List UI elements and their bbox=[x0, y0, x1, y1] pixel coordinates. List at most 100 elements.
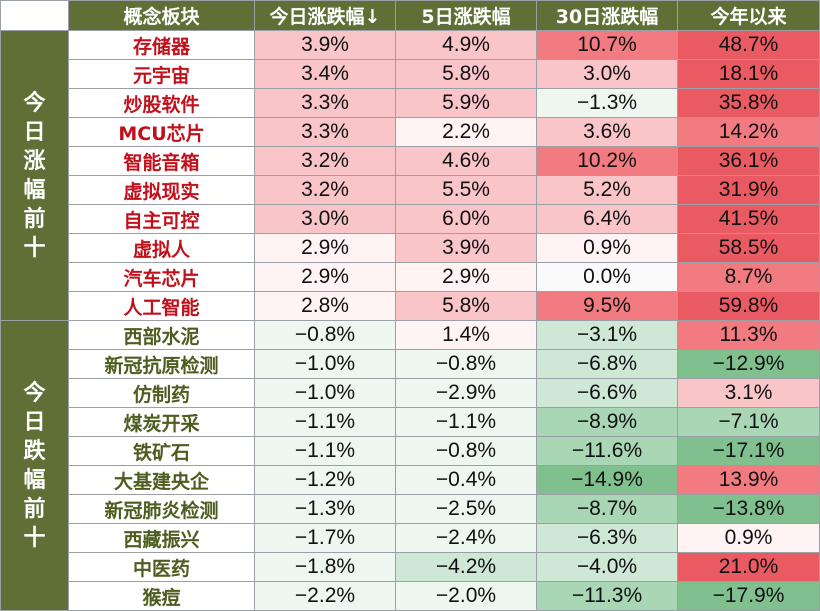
table-row[interactable]: 汽车芯片 2.9% 2.9% 0.0% 8.7% bbox=[1, 262, 820, 292]
ytd-change-cell: 18.1% bbox=[677, 59, 820, 89]
thirty-day-change-cell: −11.3% bbox=[536, 581, 678, 611]
thirty-day-change-cell: 3.0% bbox=[536, 59, 678, 89]
table-row[interactable]: 虚拟人 2.9% 3.9% 0.9% 58.5% bbox=[1, 233, 820, 263]
table-row[interactable]: 炒股软件 3.3% 5.9% −1.3% 35.8% bbox=[1, 88, 820, 118]
sector-name-cell[interactable]: 汽车芯片 bbox=[68, 262, 255, 292]
ytd-change-cell: 0.9% bbox=[677, 523, 820, 553]
header-corner bbox=[0, 0, 69, 31]
ytd-change-cell: 11.3% bbox=[677, 320, 820, 350]
five-day-change-cell: −0.8% bbox=[395, 436, 537, 466]
group-label-top-losers: 今日跌幅前十 bbox=[0, 320, 69, 611]
five-day-change-cell: 1.4% bbox=[395, 320, 537, 350]
five-day-change-cell: 5.5% bbox=[395, 175, 537, 205]
sector-name-cell[interactable]: 炒股软件 bbox=[68, 88, 255, 118]
thirty-day-change-cell: −8.9% bbox=[536, 407, 678, 437]
sector-name-cell[interactable]: 存储器 bbox=[68, 30, 255, 60]
ytd-change-cell: 8.7% bbox=[677, 262, 820, 292]
today-change-cell: −0.8% bbox=[254, 320, 396, 350]
sector-name-cell[interactable]: 西藏振兴 bbox=[68, 523, 255, 553]
table-row[interactable]: 西藏振兴 −1.7% −2.4% −6.3% 0.9% bbox=[1, 523, 820, 553]
table-row[interactable]: 仿制药 −1.0% −2.9% −6.6% 3.1% bbox=[1, 378, 820, 408]
ytd-change-cell: 3.1% bbox=[677, 378, 820, 408]
five-day-change-cell: 4.9% bbox=[395, 30, 537, 60]
ytd-change-cell: −7.1% bbox=[677, 407, 820, 437]
table-row[interactable]: 新冠肺炎检测 −1.3% −2.5% −8.7% −13.8% bbox=[1, 494, 820, 524]
table-row[interactable]: 元宇宙 3.4% 5.8% 3.0% 18.1% bbox=[1, 59, 820, 89]
header-sector[interactable]: 概念板块 bbox=[68, 0, 255, 31]
header-ytd-change[interactable]: 今年以来 bbox=[677, 0, 820, 31]
table-row[interactable]: 猴痘 −2.2% −2.0% −11.3% −17.9% bbox=[1, 581, 820, 611]
five-day-change-cell: −0.4% bbox=[395, 465, 537, 495]
ytd-change-cell: −13.8% bbox=[677, 494, 820, 524]
table-body: 今日涨幅前十存储器 3.9% 4.9% 10.7% 48.7% 元宇宙 3.4% 5.8% 3.… bbox=[0, 30, 820, 611]
sector-name-cell[interactable]: 智能音箱 bbox=[68, 146, 255, 176]
sector-name-cell[interactable]: 中医药 bbox=[68, 552, 255, 582]
thirty-day-change-cell: 6.4% bbox=[536, 204, 678, 234]
thirty-day-change-cell: 0.9% bbox=[536, 233, 678, 263]
table-row[interactable]: 煤炭开采 −1.1% −1.1% −8.9% −7.1% bbox=[1, 407, 820, 437]
sector-name-cell[interactable]: 猴痘 bbox=[68, 581, 255, 611]
header-today-change[interactable]: 今日涨跌幅↓ bbox=[254, 0, 396, 31]
thirty-day-change-cell: 10.2% bbox=[536, 146, 678, 176]
today-change-cell: 2.9% bbox=[254, 262, 396, 292]
today-change-cell: −1.2% bbox=[254, 465, 396, 495]
five-day-change-cell: −2.9% bbox=[395, 378, 537, 408]
five-day-change-cell: 5.8% bbox=[395, 59, 537, 89]
table-row[interactable]: 中医药 −1.8% −4.2% −4.0% 21.0% bbox=[1, 552, 820, 582]
today-change-cell: 3.4% bbox=[254, 59, 396, 89]
thirty-day-change-cell: −3.1% bbox=[536, 320, 678, 350]
sector-name-cell[interactable]: 铁矿石 bbox=[68, 436, 255, 466]
sector-name-cell[interactable]: 自主可控 bbox=[68, 204, 255, 234]
table-row[interactable]: 智能音箱 3.2% 4.6% 10.2% 36.1% bbox=[1, 146, 820, 176]
today-change-cell: 3.3% bbox=[254, 117, 396, 147]
thirty-day-change-cell: −6.8% bbox=[536, 349, 678, 379]
table-row[interactable]: 自主可控 3.0% 6.0% 6.4% 41.5% bbox=[1, 204, 820, 234]
today-change-cell: 3.2% bbox=[254, 175, 396, 205]
table-row[interactable]: 今日跌幅前十西部水泥 −0.8% 1.4% −3.1% 11.3% bbox=[0, 320, 820, 611]
five-day-change-cell: −2.4% bbox=[395, 523, 537, 553]
ytd-change-cell: 48.7% bbox=[677, 30, 820, 60]
sector-name-cell[interactable]: 西部水泥 bbox=[68, 320, 255, 350]
sector-name-cell[interactable]: 大基建央企 bbox=[68, 465, 255, 495]
five-day-change-cell: 4.6% bbox=[395, 146, 537, 176]
five-day-change-cell: −1.1% bbox=[395, 407, 537, 437]
table-row[interactable]: 虚拟现实 3.2% 5.5% 5.2% 31.9% bbox=[1, 175, 820, 205]
thirty-day-change-cell: 5.2% bbox=[536, 175, 678, 205]
header-5day-change[interactable]: 5日涨跌幅 bbox=[395, 0, 537, 31]
thirty-day-change-cell: −1.3% bbox=[536, 88, 678, 118]
table-row[interactable]: 人工智能 2.8% 5.8% 9.5% 59.8% bbox=[1, 291, 820, 321]
sector-name-cell[interactable]: MCU芯片 bbox=[68, 117, 255, 147]
group-label-top-gainers: 今日涨幅前十 bbox=[0, 30, 69, 321]
ytd-change-cell: −17.1% bbox=[677, 436, 820, 466]
sector-name-cell[interactable]: 仿制药 bbox=[68, 378, 255, 408]
sector-name-cell[interactable]: 元宇宙 bbox=[68, 59, 255, 89]
today-change-cell: −1.0% bbox=[254, 349, 396, 379]
table-row[interactable]: 大基建央企 −1.2% −0.4% −14.9% 13.9% bbox=[1, 465, 820, 495]
sector-name-cell[interactable]: 新冠肺炎检测 bbox=[68, 494, 255, 524]
today-change-cell: 2.8% bbox=[254, 291, 396, 321]
table-row[interactable]: MCU芯片 3.3% 2.2% 3.6% 14.2% bbox=[1, 117, 820, 147]
table-row[interactable]: 新冠抗原检测 −1.0% −0.8% −6.8% −12.9% bbox=[1, 349, 820, 379]
today-change-cell: −1.1% bbox=[254, 407, 396, 437]
sector-name-cell[interactable]: 煤炭开采 bbox=[68, 407, 255, 437]
five-day-change-cell: 2.9% bbox=[395, 262, 537, 292]
ytd-change-cell: 31.9% bbox=[677, 175, 820, 205]
ytd-change-cell: 59.8% bbox=[677, 291, 820, 321]
today-change-cell: −1.0% bbox=[254, 378, 396, 408]
sector-name-cell[interactable]: 虚拟人 bbox=[68, 233, 255, 263]
header-30day-change[interactable]: 30日涨跌幅 bbox=[536, 0, 678, 31]
five-day-change-cell: −2.5% bbox=[395, 494, 537, 524]
table-row[interactable]: 今日涨幅前十存储器 3.9% 4.9% 10.7% 48.7% bbox=[0, 30, 820, 321]
sector-name-cell[interactable]: 虚拟现实 bbox=[68, 175, 255, 205]
ytd-change-cell: 58.5% bbox=[677, 233, 820, 263]
sector-name-cell[interactable]: 人工智能 bbox=[68, 291, 255, 321]
ytd-change-cell: −17.9% bbox=[677, 581, 820, 611]
five-day-change-cell: −4.2% bbox=[395, 552, 537, 582]
today-change-cell: −1.1% bbox=[254, 436, 396, 466]
thirty-day-change-cell: −6.3% bbox=[536, 523, 678, 553]
table-row[interactable]: 铁矿石 −1.1% −0.8% −11.6% −17.1% bbox=[1, 436, 820, 466]
ytd-change-cell: 13.9% bbox=[677, 465, 820, 495]
sector-name-cell[interactable]: 新冠抗原检测 bbox=[68, 349, 255, 379]
table-header: 概念板块 今日涨跌幅↓ 5日涨跌幅 30日涨跌幅 今年以来 bbox=[0, 0, 820, 31]
